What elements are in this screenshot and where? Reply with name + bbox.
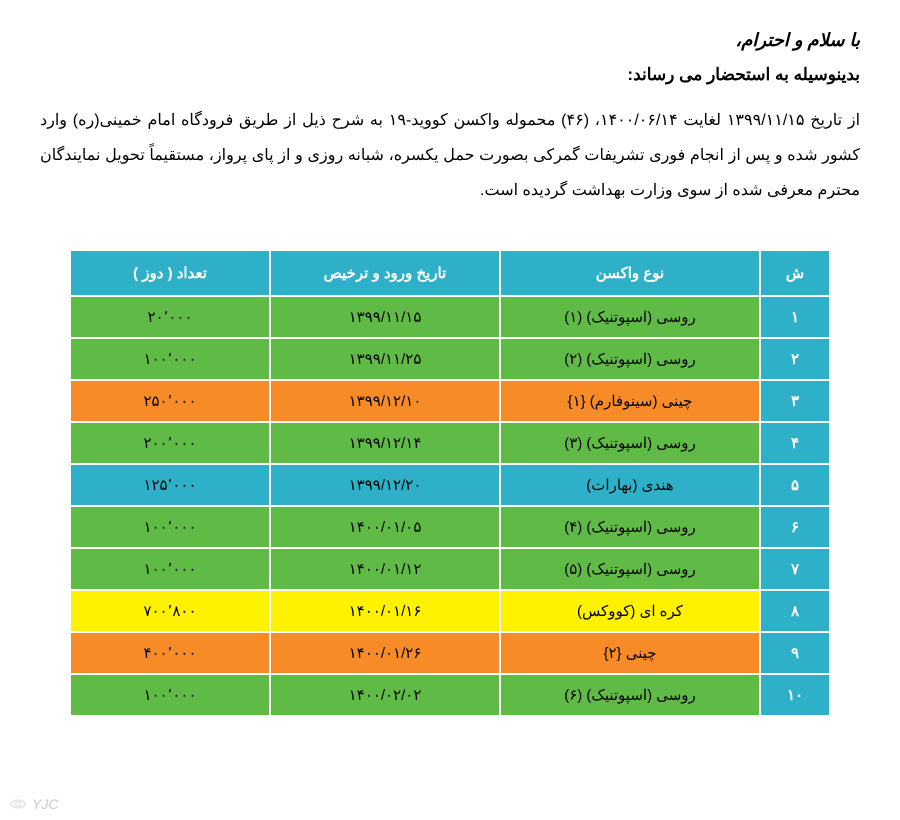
- cell-type: روسی (اسپوتنیک) (۳): [500, 422, 760, 464]
- cell-type: هندی (بهارات): [500, 464, 760, 506]
- cell-date: ۱۴۰۰/۰۱/۰۵: [270, 506, 500, 548]
- greeting-text: با سلام و احترام،: [40, 30, 860, 51]
- cell-type: روسی (اسپوتنیک) (۱): [500, 296, 760, 338]
- cell-index: ۱۰: [760, 674, 830, 716]
- cell-qty: ۲۰٬۰۰۰: [70, 296, 270, 338]
- watermark-icon: [8, 794, 28, 814]
- cell-type: کره ای (کووکس): [500, 590, 760, 632]
- cell-qty: ۱۰۰٬۰۰۰: [70, 506, 270, 548]
- cell-index: ۴: [760, 422, 830, 464]
- cell-index: ۷: [760, 548, 830, 590]
- cell-index: ۶: [760, 506, 830, 548]
- cell-type: روسی (اسپوتنیک) (۵): [500, 548, 760, 590]
- table-header-row: ش نوع واکسن تاریخ ورود و ترخیص تعداد ( د…: [70, 250, 830, 296]
- table-row: ۲روسی (اسپوتنیک) (۲)۱۳۹۹/۱۱/۲۵۱۰۰٬۰۰۰: [70, 338, 830, 380]
- table-row: ۱۰روسی (اسپوتنیک) (۶)۱۴۰۰/۰۲/۰۲۱۰۰٬۰۰۰: [70, 674, 830, 716]
- cell-type: چینی (سینوفارم) {۱}: [500, 380, 760, 422]
- col-qty: تعداد ( دوز ): [70, 250, 270, 296]
- intro-paragraph: از تاریخ ۱۳۹۹/۱۱/۱۵ لغایت ۱۴۰۰/۰۶/۱۴، (۴…: [40, 103, 860, 209]
- cell-date: ۱۴۰۰/۰۱/۱۶: [270, 590, 500, 632]
- table-row: ۷روسی (اسپوتنیک) (۵)۱۴۰۰/۰۱/۱۲۱۰۰٬۰۰۰: [70, 548, 830, 590]
- cell-date: ۱۳۹۹/۱۲/۱۴: [270, 422, 500, 464]
- table-row: ۶روسی (اسپوتنیک) (۴)۱۴۰۰/۰۱/۰۵۱۰۰٬۰۰۰: [70, 506, 830, 548]
- vaccine-table: ش نوع واکسن تاریخ ورود و ترخیص تعداد ( د…: [69, 249, 831, 717]
- col-index: ش: [760, 250, 830, 296]
- cell-index: ۳: [760, 380, 830, 422]
- cell-date: ۱۳۹۹/۱۲/۱۰: [270, 380, 500, 422]
- cell-qty: ۱۲۵٬۰۰۰: [70, 464, 270, 506]
- table-row: ۵هندی (بهارات)۱۳۹۹/۱۲/۲۰۱۲۵٬۰۰۰: [70, 464, 830, 506]
- cell-index: ۲: [760, 338, 830, 380]
- cell-qty: ۲۰۰٬۰۰۰: [70, 422, 270, 464]
- table-body: ۱روسی (اسپوتنیک) (۱)۱۳۹۹/۱۱/۱۵۲۰٬۰۰۰۲روس…: [70, 296, 830, 716]
- table-row: ۴روسی (اسپوتنیک) (۳)۱۳۹۹/۱۲/۱۴۲۰۰٬۰۰۰: [70, 422, 830, 464]
- cell-type: روسی (اسپوتنیک) (۶): [500, 674, 760, 716]
- cell-qty: ۷۰۰٬۸۰۰: [70, 590, 270, 632]
- cell-date: ۱۳۹۹/۱۱/۱۵: [270, 296, 500, 338]
- cell-index: ۹: [760, 632, 830, 674]
- cell-qty: ۱۰۰٬۰۰۰: [70, 674, 270, 716]
- watermark-text: YJC: [32, 796, 58, 812]
- cell-type: روسی (اسپوتنیک) (۲): [500, 338, 760, 380]
- cell-date: ۱۴۰۰/۰۲/۰۲: [270, 674, 500, 716]
- col-date: تاریخ ورود و ترخیص: [270, 250, 500, 296]
- cell-index: ۵: [760, 464, 830, 506]
- cell-date: ۱۴۰۰/۰۱/۱۲: [270, 548, 500, 590]
- table-row: ۱روسی (اسپوتنیک) (۱)۱۳۹۹/۱۱/۱۵۲۰٬۰۰۰: [70, 296, 830, 338]
- cell-date: ۱۳۹۹/۱۲/۲۰: [270, 464, 500, 506]
- table-row: ۳چینی (سینوفارم) {۱}۱۳۹۹/۱۲/۱۰۲۵۰٬۰۰۰: [70, 380, 830, 422]
- cell-date: ۱۴۰۰/۰۱/۲۶: [270, 632, 500, 674]
- watermark: YJC: [8, 794, 58, 814]
- table-row: ۹چینی {۲}۱۴۰۰/۰۱/۲۶۴۰۰٬۰۰۰: [70, 632, 830, 674]
- subheading-text: بدینوسیله به استحضار می رساند:: [40, 65, 860, 85]
- cell-index: ۸: [760, 590, 830, 632]
- cell-index: ۱: [760, 296, 830, 338]
- cell-type: چینی {۲}: [500, 632, 760, 674]
- cell-qty: ۱۰۰٬۰۰۰: [70, 548, 270, 590]
- cell-type: روسی (اسپوتنیک) (۴): [500, 506, 760, 548]
- table-row: ۸کره ای (کووکس)۱۴۰۰/۰۱/۱۶۷۰۰٬۸۰۰: [70, 590, 830, 632]
- cell-qty: ۲۵۰٬۰۰۰: [70, 380, 270, 422]
- cell-qty: ۴۰۰٬۰۰۰: [70, 632, 270, 674]
- col-type: نوع واکسن: [500, 250, 760, 296]
- cell-date: ۱۳۹۹/۱۱/۲۵: [270, 338, 500, 380]
- cell-qty: ۱۰۰٬۰۰۰: [70, 338, 270, 380]
